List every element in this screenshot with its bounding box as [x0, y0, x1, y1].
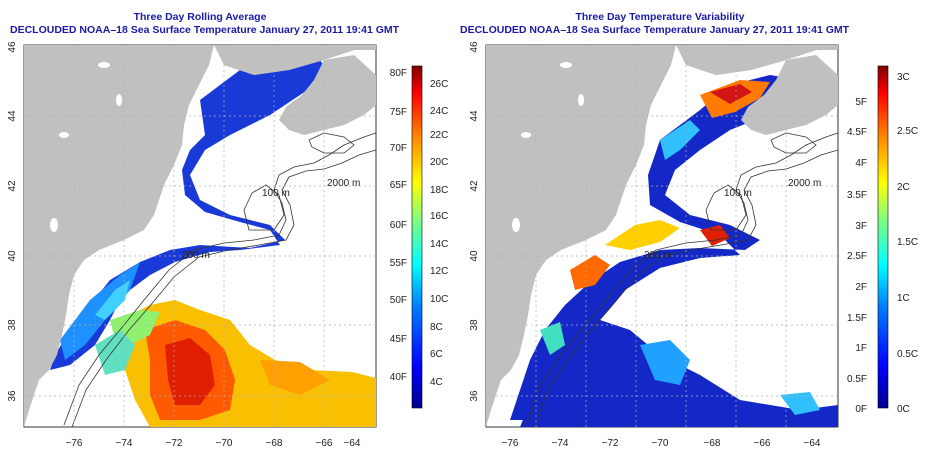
cb-fahrenheit-label: 1.5F [847, 313, 867, 324]
cb-celsius-label: 4C [430, 377, 443, 388]
cb-fahrenheit-label: 0F [855, 404, 867, 415]
left-map-title: Three Day Rolling Average [133, 11, 267, 23]
cb-fahrenheit-label: 5F [855, 97, 867, 108]
right-colorbar-scale [877, 65, 889, 409]
left-x-axis: −76 −74 −72 −70 −68 −66 −64 [66, 438, 361, 449]
left-contour-label-100: 100 m [262, 188, 290, 199]
left-map: 200 m 100 m 2000 m −76 −74 −72 −70 −68 −… [7, 41, 448, 449]
cb-celsius-label: 1C [897, 293, 910, 304]
cb-celsius-label: 2.5C [897, 126, 918, 137]
x-tick-label: −68 [704, 438, 721, 449]
cb-celsius-label: 3C [897, 72, 910, 83]
left-map-subtitle: DECLOUDED NOAA–18 Sea Surface Temperatur… [10, 24, 400, 36]
cb-fahrenheit-label: 50F [390, 295, 407, 306]
right-y-axis: 36 38 40 42 44 46 [469, 41, 480, 402]
cb-fahrenheit-label: 80F [390, 68, 407, 79]
y-tick-label: 42 [7, 180, 18, 192]
left-sst-field [24, 45, 376, 427]
cb-fahrenheit-label: 2.5F [847, 251, 867, 262]
cb-celsius-label: 20C [430, 157, 448, 168]
cb-fahrenheit-label: 60F [390, 220, 407, 231]
y-tick-label: 46 [469, 41, 480, 53]
cb-fahrenheit-label: 1F [855, 343, 867, 354]
cb-celsius-label: 24C [430, 106, 448, 117]
cb-fahrenheit-label: 3F [855, 221, 867, 232]
cb-celsius-label: 6C [430, 349, 443, 360]
x-tick-label: −72 [166, 438, 183, 449]
x-tick-label: −64 [344, 438, 361, 449]
cb-fahrenheit-label: 55F [390, 258, 407, 269]
x-tick-label: −76 [66, 438, 83, 449]
left-gridlines [24, 45, 376, 427]
x-tick-label: −68 [266, 438, 283, 449]
cb-celsius-label: 14C [430, 239, 448, 250]
cb-celsius-label: 0.5C [897, 349, 918, 360]
right-colorbar: 5F 4.5F 4F 3.5F 3F 2.5F 2F 1.5F 1F 0.5F … [847, 65, 918, 415]
x-tick-label: −70 [216, 438, 233, 449]
x-tick-label: −74 [552, 438, 569, 449]
y-tick-label: 46 [7, 41, 18, 53]
right-x-axis: −76 −74 −72 −70 −68 −66 −64 [502, 438, 821, 449]
cb-celsius-label: 8C [430, 322, 443, 333]
left-contour-label-200: 200 m [182, 250, 210, 261]
cb-fahrenheit-label: 4F [855, 158, 867, 169]
right-map: 200 m 100 m 2000 m −76 −74 −72 −70 −68 −… [469, 41, 918, 449]
cb-celsius-label: 2C [897, 182, 910, 193]
right-variability-field [486, 45, 838, 427]
y-tick-label: 38 [469, 319, 480, 331]
y-tick-label: 40 [7, 250, 18, 262]
y-tick-label: 44 [7, 110, 18, 122]
left-y-axis: 36 38 40 42 44 46 [7, 41, 18, 402]
right-contour-label-100: 100 m [724, 188, 752, 199]
y-tick-label: 38 [7, 319, 18, 331]
cb-fahrenheit-label: 0.5F [847, 374, 867, 385]
cb-celsius-label: 26C [430, 79, 448, 90]
x-tick-label: −66 [316, 438, 333, 449]
y-tick-label: 42 [469, 180, 480, 192]
y-tick-label: 40 [469, 250, 480, 262]
x-tick-label: −74 [116, 438, 133, 449]
x-tick-label: −66 [754, 438, 771, 449]
left-colorbar-scale [411, 65, 423, 409]
right-contour-label-200: 200 m [644, 250, 672, 261]
cb-celsius-label: 12C [430, 266, 448, 277]
cb-fahrenheit-label: 75F [390, 107, 407, 118]
cb-celsius-label: 22C [430, 130, 448, 141]
cb-celsius-label: 16C [430, 211, 448, 222]
x-tick-label: −64 [804, 438, 821, 449]
cb-fahrenheit-label: 2F [855, 282, 867, 293]
cb-celsius-label: 10C [430, 294, 448, 305]
x-tick-label: −72 [602, 438, 619, 449]
cb-fahrenheit-label: 3.5F [847, 190, 867, 201]
right-gridlines [486, 45, 838, 427]
left-colorbar: 80F 75F 70F 65F 60F 55F 50F 45F 40F 26C … [390, 65, 448, 409]
right-contour-label-2000: 2000 m [788, 178, 821, 189]
left-contour-label-2000: 2000 m [327, 178, 360, 189]
cb-celsius-label: 0C [897, 404, 910, 415]
y-tick-label: 44 [469, 110, 480, 122]
x-tick-label: −76 [502, 438, 519, 449]
y-tick-label: 36 [7, 390, 18, 402]
right-map-title: Three Day Temperature Variability [575, 11, 745, 23]
cb-celsius-label: 18C [430, 185, 448, 196]
right-map-subtitle: DECLOUDED NOAA–18 Sea Surface Temperatur… [460, 24, 850, 36]
cb-fahrenheit-label: 65F [390, 180, 407, 191]
x-tick-label: −70 [652, 438, 669, 449]
y-tick-label: 36 [469, 390, 480, 402]
cb-celsius-label: 1.5C [897, 237, 918, 248]
cb-fahrenheit-label: 45F [390, 334, 407, 345]
cb-fahrenheit-label: 4.5F [847, 127, 867, 138]
cb-fahrenheit-label: 40F [390, 372, 407, 383]
cb-fahrenheit-label: 70F [390, 143, 407, 154]
